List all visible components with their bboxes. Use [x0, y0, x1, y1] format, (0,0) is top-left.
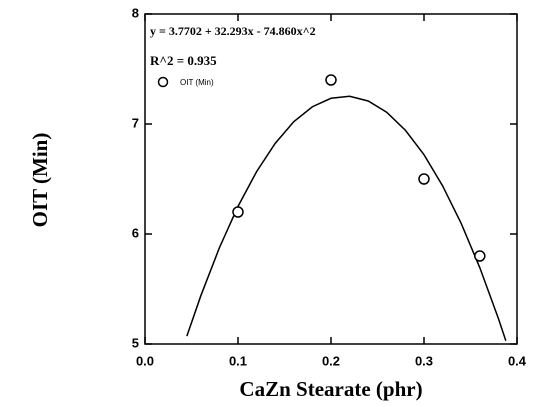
x-axis-label: CaZn Stearate (phr) [239, 377, 422, 401]
legend-marker [157, 76, 169, 88]
legend-label: OIT (Min) [180, 78, 214, 87]
data-point [232, 206, 244, 218]
y-tick-label: 5 [132, 335, 139, 350]
x-tick-label: 0.0 [136, 353, 154, 368]
y-axis-label: OIT (Min) [28, 133, 52, 228]
data-point [474, 250, 486, 262]
fit-curve [186, 95, 507, 341]
x-tick-label: 0.1 [229, 353, 247, 368]
x-tick-label: 0.4 [508, 353, 527, 368]
x-tick-label: 0.3 [415, 353, 433, 368]
y-tick-label: 7 [132, 115, 139, 130]
y-tick-label: 8 [132, 5, 139, 20]
x-tick-label: 0.2 [322, 353, 340, 368]
data-point [325, 74, 337, 86]
y-tick-label: 6 [132, 225, 139, 240]
r-squared: R^2 = 0.935 [150, 53, 217, 68]
data-point [418, 173, 430, 185]
equation: y = 3.7702 + 32.293x - 74.860x^2 [150, 24, 316, 38]
